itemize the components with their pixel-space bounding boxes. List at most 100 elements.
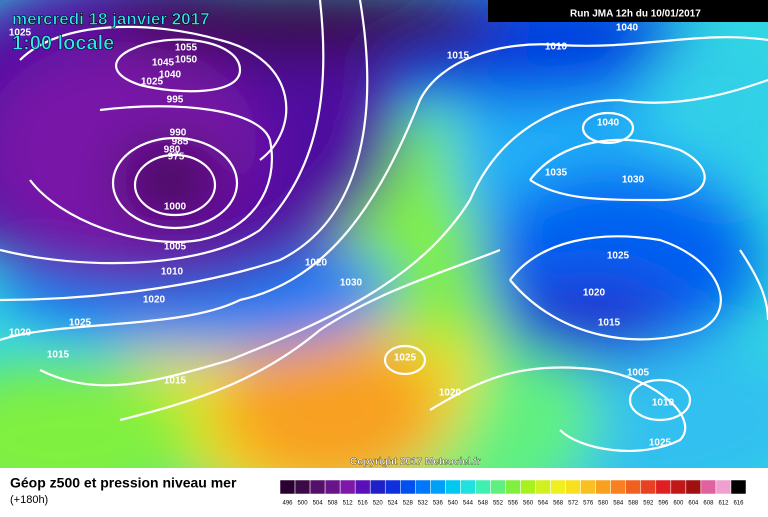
isobar-label: 1025 <box>607 251 630 262</box>
colorbar-swatch <box>640 479 657 495</box>
colorbar-swatch <box>685 479 702 495</box>
legend-title: Géop z500 et pression niveau mer <box>10 475 237 491</box>
isobar-labels: 1025105510501045104010259959909859809751… <box>9 23 675 449</box>
colorbar-swatch <box>655 479 672 495</box>
colorbar-label: 584 <box>613 501 624 507</box>
isobar-label: 1045 <box>152 58 175 69</box>
isobar-label: 995 <box>167 95 184 106</box>
isobar-label: 1015 <box>447 51 470 62</box>
colorbar-label: 572 <box>568 501 579 507</box>
isobar-label: 1020 <box>583 288 606 299</box>
colorbar-label: 560 <box>523 501 534 507</box>
colorbar-swatch <box>475 479 491 495</box>
colorbar-label: 500 <box>298 501 309 507</box>
colorbar-swatch <box>535 479 551 495</box>
isobar-label: 1025 <box>9 28 32 39</box>
colorbar-label: 520 <box>373 501 384 507</box>
isobar-label: 1010 <box>545 42 568 53</box>
colorbar-swatch <box>339 479 356 495</box>
isobar-label: 1025 <box>394 353 417 364</box>
isobar-label: 1000 <box>164 202 187 213</box>
colorbar-swatch <box>715 479 732 495</box>
colorbar-swatch <box>415 479 431 495</box>
colorbar-swatch <box>460 479 476 495</box>
colorbar-swatch <box>595 479 611 495</box>
colorbar-label: 592 <box>643 501 654 507</box>
colorbar-swatch <box>565 479 581 495</box>
isobar-label: 1040 <box>616 23 639 34</box>
colorbar-label: 532 <box>418 501 429 507</box>
colorbar-label: 568 <box>553 501 564 507</box>
colorbar-label: 552 <box>493 501 504 507</box>
colorbar-label: 544 <box>463 501 474 507</box>
isobar-label: 1015 <box>47 350 70 361</box>
legend-subtitle: (+180h) <box>10 494 48 506</box>
colorbar-swatch <box>309 479 326 495</box>
colorbar-label: 540 <box>448 501 459 507</box>
isobar-label: 1015 <box>598 318 621 329</box>
colorbar-swatch <box>400 479 416 495</box>
colorbar-swatch <box>730 479 747 495</box>
isobar-label: 1055 <box>175 43 198 54</box>
colorbar-label: 576 <box>583 501 594 507</box>
isobar-label: 1005 <box>627 368 650 379</box>
colorbar-label: 496 <box>283 501 294 507</box>
isobar-label: 1020 <box>9 328 32 339</box>
colorbar-label: 596 <box>658 501 669 507</box>
isobar-label: 1020 <box>439 388 462 399</box>
colorbar-label: 608 <box>703 501 714 507</box>
time: 1:00 locale <box>12 32 114 54</box>
isobar-label: 1010 <box>161 267 184 278</box>
colorbar-swatch <box>430 479 446 495</box>
colorbar-label: 556 <box>508 501 519 507</box>
isobar-label: 1010 <box>652 398 675 409</box>
colorbar-swatch <box>505 479 521 495</box>
isobar-label: 1025 <box>69 318 92 329</box>
colorbar: 496 500 504 508 512 516 520 524 528 532 536 540 544 5… <box>279 479 747 507</box>
colorbar-swatch <box>520 479 536 495</box>
isobar-label: 990 <box>170 128 187 139</box>
isobar-label: 1040 <box>159 70 182 81</box>
isobar-label: 1030 <box>340 278 363 289</box>
colorbar-label: 504 <box>313 501 324 507</box>
colorbar-swatch <box>580 479 596 495</box>
colorbar-label: 580 <box>598 501 609 507</box>
isobar-label: 975 <box>168 152 185 163</box>
colorbar-label: 536 <box>433 501 444 507</box>
colorbar-label: 524 <box>388 501 399 507</box>
colorbar-label: 600 <box>673 501 684 507</box>
colorbar-label: 516 <box>358 501 369 507</box>
colorbar-swatch <box>625 479 642 495</box>
colorbar-swatch <box>700 479 717 495</box>
colorbar-label: 612 <box>718 501 729 507</box>
colorbar-label: 564 <box>538 501 549 507</box>
colorbar-label: 528 <box>403 501 414 507</box>
isobar-label: 1020 <box>305 258 328 269</box>
colorbar-swatch <box>384 479 401 495</box>
colorbar-swatch <box>490 479 506 495</box>
isobar-label: 1050 <box>175 55 198 66</box>
colorbar-swatch <box>610 479 626 495</box>
isobar-label: 1025 <box>141 77 164 88</box>
isobar-label: 1035 <box>545 168 568 179</box>
colorbar-label: 604 <box>688 501 699 507</box>
run-box <box>488 0 768 22</box>
run-info: Run JMA 12h du 10/01/2017 <box>570 9 701 20</box>
colorbar-swatch <box>550 479 566 495</box>
isobar-label: 1025 <box>649 438 672 449</box>
colorbar-swatch <box>354 479 371 495</box>
colorbar-label: 616 <box>733 501 744 507</box>
colorbar-swatch <box>279 479 296 495</box>
isobar-label: 985 <box>172 137 189 148</box>
copyright: Copyright 2017 Meteociel.fr <box>350 457 481 468</box>
colorbar-label: 588 <box>628 501 639 507</box>
colorbar-swatch <box>445 479 461 495</box>
colorbar-swatch <box>324 479 341 495</box>
isobars <box>0 0 768 452</box>
colorbar-swatch <box>369 479 386 495</box>
isobar-label: 1015 <box>164 376 187 387</box>
colorbar-label: 512 <box>343 501 354 507</box>
isobar-label: 1030 <box>622 175 645 186</box>
